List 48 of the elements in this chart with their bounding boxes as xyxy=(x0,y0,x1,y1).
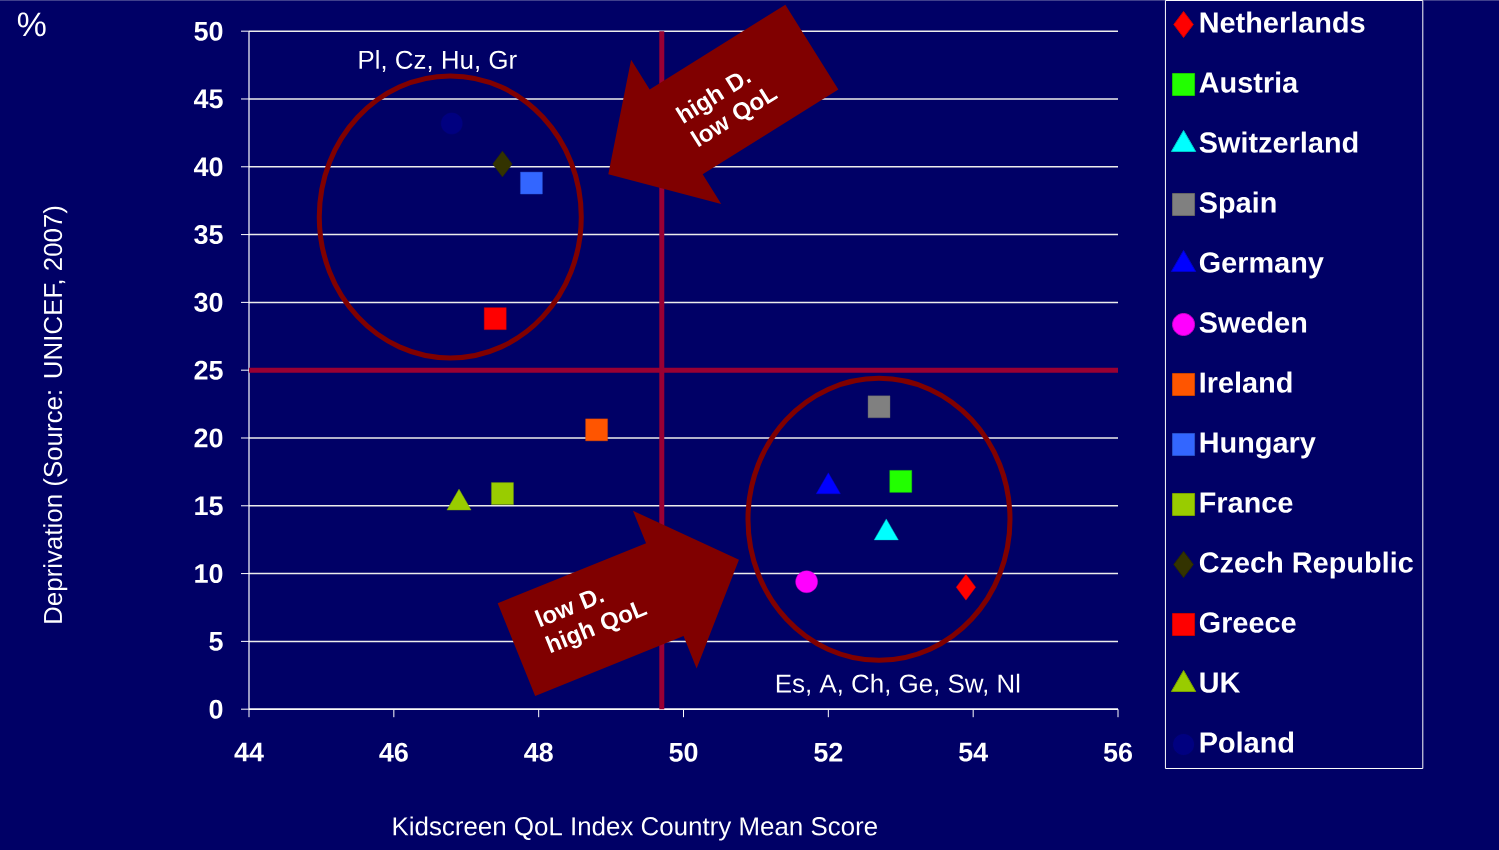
y-tick-label: 40 xyxy=(193,157,223,177)
x-tick-label: 50 xyxy=(669,742,698,762)
y-axis-title: Deprivation (Source: UNICEF, 2007) xyxy=(43,206,68,623)
legend-label: Ireland xyxy=(1200,371,1292,393)
y-tick-label: 35 xyxy=(194,224,223,245)
point xyxy=(520,171,543,195)
x-tick-label: 44 xyxy=(234,742,264,762)
x-tick-label: 48 xyxy=(524,742,553,762)
legend-label: Greece xyxy=(1199,612,1296,633)
point xyxy=(795,570,818,593)
point xyxy=(889,470,912,493)
point xyxy=(955,573,976,601)
annotation: low D. high QoL xyxy=(534,590,648,653)
point xyxy=(867,395,891,418)
x-tick-label: 54 xyxy=(959,742,988,762)
annotation: Pl, Cz, Hu, Gr xyxy=(359,49,517,72)
annotation: high D. low QoL xyxy=(675,73,779,147)
legend-label: UK xyxy=(1200,672,1241,693)
point xyxy=(585,418,608,441)
x-axis-title: Kidscreen QoL Index Country Mean Score xyxy=(393,816,877,841)
y-tick-label: 20 xyxy=(194,428,223,448)
legend-label: Switzerland xyxy=(1199,131,1358,153)
x-tick-label: 56 xyxy=(1103,742,1132,762)
legend-label: Czech Republic xyxy=(1199,551,1413,579)
y-tick-label: 45 xyxy=(193,89,223,109)
point xyxy=(440,112,463,135)
x-tick-label: 52 xyxy=(814,742,843,762)
legend-label: Austria xyxy=(1199,71,1299,93)
legend-label: France xyxy=(1200,492,1293,513)
y-tick-label: 0 xyxy=(209,699,223,719)
y-tick-label: 50 xyxy=(194,21,223,41)
legend-label: Sweden xyxy=(1199,311,1307,333)
text: % xyxy=(17,12,46,37)
y-tick-label: 15 xyxy=(195,496,223,516)
y-tick-label: 5 xyxy=(209,631,223,651)
y-tick-label: 25 xyxy=(194,360,223,380)
point xyxy=(491,482,514,505)
legend-label: Poland xyxy=(1200,731,1294,753)
x-tick-label: 46 xyxy=(379,742,408,762)
legend-label: Hungary xyxy=(1200,432,1316,459)
legend-label: Germany xyxy=(1199,252,1324,279)
point xyxy=(492,150,513,178)
annotation: Es, A, Ch, Ge, Sw, Nl xyxy=(776,673,1020,696)
y-tick-label: 10 xyxy=(195,563,223,584)
legend-label: Spain xyxy=(1199,191,1276,219)
legend-label: Netherlands xyxy=(1200,11,1365,33)
y-tick-label: 30 xyxy=(194,292,223,312)
point xyxy=(484,307,507,330)
